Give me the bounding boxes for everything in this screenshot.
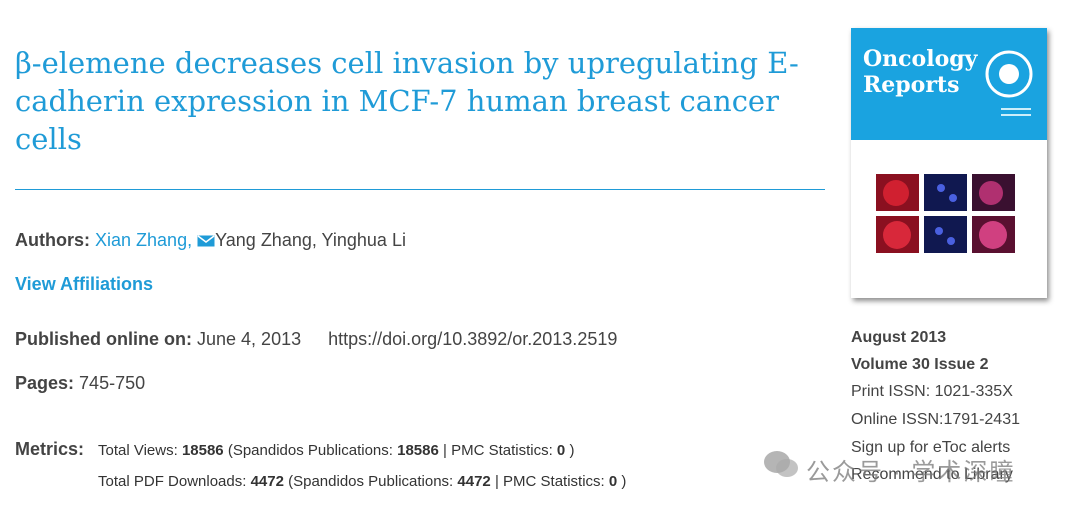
author-link[interactable]: Xian Zhang, [95, 230, 193, 250]
etoc-link[interactable]: Sign up for eToc alerts [851, 439, 1011, 456]
print-issn: Print ISSN: 1021-335X [851, 383, 1013, 400]
email-icon[interactable] [197, 235, 215, 247]
cover-art [876, 50, 1033, 253]
metrics-row: Total Views: 18586 (Spandidos Publicatio… [98, 442, 574, 459]
doi-link[interactable]: https://doi.org/10.3892/or.2013.2519 [328, 329, 618, 349]
watermark: 公众号 · 学术深瞳 [806, 459, 1016, 486]
pages-value: 745-750 [79, 373, 146, 393]
article-title: β-elemene decreases cell invasion by upr… [15, 46, 799, 156]
authors: Authors: Xian Zhang, Yang Zhang, Yinghua… [15, 230, 406, 251]
metric-label: ) [621, 473, 627, 490]
published-date: June 4, 2013 [197, 329, 302, 349]
metrics-row: Total PDF Downloads: 4472 (Spandidos Pub… [98, 473, 626, 490]
metric-value: 0 [608, 473, 618, 490]
metric-label: (Spandidos Publications: [288, 473, 454, 490]
published: Published online on: June 4, 2013 https:… [15, 329, 617, 350]
pages: Pages: 745-750 [15, 373, 145, 394]
metric-label: Total Views: [98, 442, 178, 459]
online-issn: Online ISSN:1791-2431 [851, 411, 1020, 428]
volume: Volume 30 Issue 2 [851, 356, 989, 373]
recommend-link[interactable]: Recommend to Library [851, 466, 1013, 483]
metric-label: Total PDF Downloads: [98, 473, 247, 490]
metric-value: 18586 [397, 442, 439, 459]
author-link[interactable]: Yinghua Li [321, 230, 406, 250]
cover-header [851, 28, 1047, 140]
watermark-icon [764, 451, 798, 477]
metric-label: ) [569, 442, 575, 459]
authors-label: Authors: [15, 230, 90, 250]
author-link[interactable]: Yang Zhang, [215, 230, 317, 250]
metric-value: 4472 [457, 473, 491, 490]
pages-label: Pages: [15, 373, 75, 393]
view-affiliations[interactable]: View Affiliations [15, 274, 154, 294]
issue-date: August 2013 [851, 329, 947, 346]
metric-label: (Spandidos Publications: [227, 442, 393, 459]
journal-cover[interactable]: Oncology Reports [851, 28, 1047, 298]
metric-value: 18586 [181, 442, 224, 459]
metric-value: 4472 [250, 473, 284, 490]
cover-title: Oncology Reports [863, 46, 978, 98]
metric-label: | PMC Statistics: [494, 473, 605, 490]
metric-label: | PMC Statistics: [443, 442, 553, 459]
metrics-label-text: Metrics: [15, 439, 85, 459]
metric-value: 0 [556, 442, 566, 459]
metrics-label: Metrics: [15, 439, 84, 460]
divider [15, 189, 825, 190]
published-label: Published online on: [15, 329, 192, 349]
